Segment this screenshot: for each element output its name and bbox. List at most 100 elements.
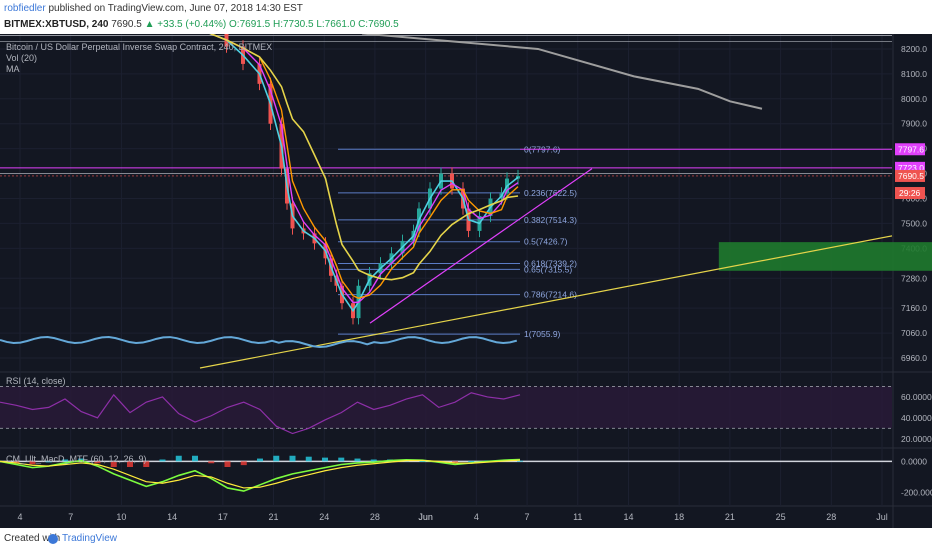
fib-label: 0.5(7426.7) [524, 237, 568, 247]
macd-histogram-bar [468, 461, 475, 462]
header-bar: robfiedler published on TradingView.com,… [0, 0, 932, 34]
macd-signal-line [0, 459, 521, 489]
x-tick-label: 17 [218, 512, 228, 522]
macd-tick-label: -200.0000 [901, 488, 932, 498]
legend-rsi: RSI (14, close) [6, 376, 66, 386]
x-tick-label: 4 [474, 512, 479, 522]
price-tick-label: 7060.0 [901, 328, 927, 338]
x-tick-label: 7 [68, 512, 73, 522]
macd-tick-label: 0.0000 [901, 456, 927, 466]
header-row-1: robfiedler published on TradingView.com,… [4, 3, 303, 14]
price-tag-label: 7723.0 [898, 163, 924, 173]
ma-yellow-line [209, 34, 519, 281]
author-link[interactable]: robfiedler [4, 3, 46, 14]
open-value: O:7691.5 [229, 19, 271, 30]
macd-histogram-bar [45, 461, 52, 463]
x-tick-label: Jun [418, 512, 433, 522]
target-zone [718, 242, 932, 271]
macd-line [0, 458, 521, 492]
legend-vol: Vol (20) [6, 53, 38, 63]
fib-label: 0.786(7214.6) [524, 290, 577, 300]
macd-histogram-bar [143, 461, 150, 467]
x-tick-label: 4 [17, 512, 22, 522]
rsi-tick-label: 20.0000 [901, 434, 932, 444]
timer-tag-label: 29:26 [899, 188, 921, 198]
fib-label: 0.236(7622.5) [524, 188, 577, 198]
macd-histogram-bar [322, 457, 328, 462]
ma-fast-line [209, 34, 519, 313]
macd-histogram-bar [370, 459, 377, 462]
header-row-2: BITMEX:XBTUSD, 240 7690.5 ▲ +33.5 (+0.44… [4, 19, 399, 30]
macd-histogram-bar [127, 461, 133, 467]
x-tick-label: 7 [525, 512, 530, 522]
ma-orange-line [209, 34, 519, 299]
price-tick-label: 6960.0 [901, 353, 927, 363]
legend-ma: MA [6, 64, 20, 74]
rsi-tick-label: 60.0000 [901, 392, 932, 402]
macd-histogram-bar [305, 456, 312, 462]
macd-histogram-bar [273, 455, 280, 462]
macd-histogram-bar [192, 455, 198, 462]
price-tick-label: 7900.0 [901, 119, 927, 129]
fib-label: 0.618(7339.2) [524, 259, 577, 269]
macd-histogram-bar [29, 461, 36, 465]
x-tick-label: 14 [623, 512, 633, 522]
high-value: H:7730.5 [272, 19, 314, 30]
macd-histogram-bar [338, 457, 345, 462]
x-tick-label: 25 [776, 512, 786, 522]
macd-histogram-bar [289, 455, 296, 462]
volume-ma-line [0, 336, 518, 348]
x-tick-label: 10 [116, 512, 126, 522]
price-tick-label: 7160.0 [901, 303, 927, 313]
price-tick-label: 7280.0 [901, 273, 927, 283]
macd-histogram-bar [354, 458, 361, 462]
x-tick-label: 21 [269, 512, 279, 522]
macd-histogram-bar [208, 461, 215, 464]
symbol-label: BITMEX:XBTUSD, 240 [4, 19, 109, 30]
macd-histogram-bar [94, 461, 101, 464]
macd-histogram-bar [110, 461, 117, 467]
x-tick-label: Jul [876, 512, 888, 522]
price-tick-label: 8200.0 [901, 44, 927, 54]
ma-slow-line [361, 34, 763, 110]
macd-histogram-bar [224, 461, 231, 467]
macd-histogram-bar [452, 461, 458, 464]
legend-title: Bitcoin / US Dollar Perpetual Inverse Sw… [6, 42, 273, 52]
legend-macd: CM_Ult_MacD_MTF (60, 12, 26, 9) [6, 454, 147, 464]
macd-histogram-bar [159, 459, 166, 462]
macd-histogram-bar [517, 460, 523, 462]
published-text: published on TradingView.com, June 07, 2… [48, 3, 303, 14]
chart-area[interactable]: 8200.08100.08000.07900.07800.07700.07600… [0, 34, 932, 528]
trendline-magenta [369, 168, 593, 324]
created-with-text: Created with [4, 533, 61, 544]
last-price: 7690.5 [111, 19, 142, 30]
close-value: C:7690.5 [358, 19, 399, 30]
macd-histogram-bar [257, 458, 263, 462]
macd-histogram-bar [62, 459, 68, 462]
footer-bar: Created with TradingView [0, 528, 932, 550]
price-change: ▲ +33.5 (+0.44%) [144, 19, 227, 30]
rsi-band [0, 386, 892, 429]
x-tick-label: 28 [370, 512, 380, 522]
fib-label: 1(7055.9) [524, 329, 561, 339]
chart-svg[interactable]: 8200.08100.08000.07900.07800.07700.07600… [0, 34, 932, 528]
x-tick-label: 11 [573, 512, 582, 522]
tradingview-logo-icon [48, 534, 58, 544]
timer-tag [895, 187, 925, 200]
price-tick-label: 8000.0 [901, 94, 927, 104]
macd-histogram-bar [419, 461, 426, 462]
price-tag [895, 143, 925, 156]
price-tag-label: 7797.6 [898, 144, 924, 154]
macd-histogram-bar [240, 461, 247, 466]
tradingview-link[interactable]: TradingView [62, 533, 118, 544]
macd-histogram-bar [13, 461, 20, 464]
low-value: L:7661.0 [316, 19, 356, 30]
x-tick-label: 28 [826, 512, 836, 522]
rsi-line [0, 392, 521, 435]
fib-label: 0.65(7315.5) [524, 264, 572, 274]
macd-histogram-bar [175, 455, 182, 462]
price-tick-label: 7500.0 [901, 218, 927, 228]
price-tag [895, 169, 925, 182]
x-tick-label: 18 [674, 512, 684, 522]
x-tick-label: 14 [167, 512, 177, 522]
